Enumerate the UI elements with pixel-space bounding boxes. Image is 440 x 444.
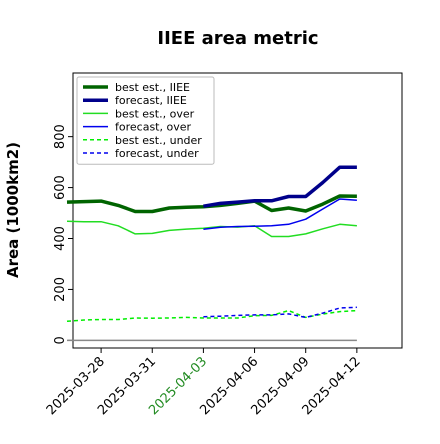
y-tick-label: 200 <box>53 277 68 302</box>
y-tick-label: 400 <box>53 226 68 251</box>
legend-label: best est., IIEE <box>115 81 190 94</box>
legend-label: forecast, IIEE <box>115 94 187 107</box>
series-line <box>203 198 357 231</box>
series-line <box>66 220 357 238</box>
y-axis-label: Area (1000km2) <box>4 142 22 278</box>
chart-title: IIEE area metric <box>157 28 318 49</box>
legend-box <box>76 76 215 165</box>
y-tick-label: 800 <box>53 124 68 149</box>
legend-label: best est., over <box>115 107 195 120</box>
series-line <box>203 306 357 319</box>
legend-label: forecast, over <box>115 121 191 134</box>
plot-frame <box>72 72 403 349</box>
series-line <box>203 165 357 208</box>
x-axis: 2025-03-282025-03-312025-04-032025-04-06… <box>44 348 364 418</box>
legend-label: forecast, under <box>115 147 199 160</box>
y-axis: 0 200 400 600 800 <box>53 124 73 345</box>
legend-label: best est., under <box>115 134 202 147</box>
series-layer <box>66 165 357 342</box>
y-tick-label: 0 <box>53 336 68 344</box>
y-tick-label: 600 <box>53 175 68 200</box>
